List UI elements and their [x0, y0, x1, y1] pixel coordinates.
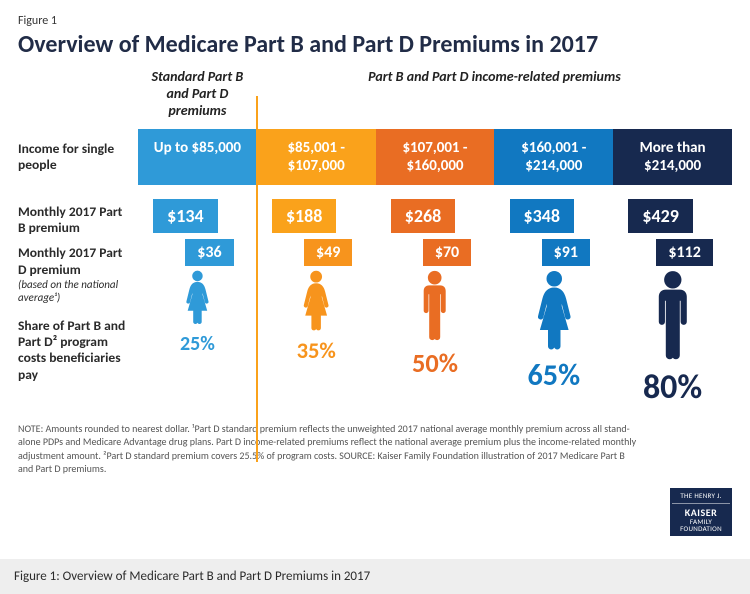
share-value-4: 80% [643, 367, 702, 408]
body-row: Monthly 2017 Part B premium Monthly 2017… [18, 199, 732, 408]
figure-number: Figure 1 [18, 14, 732, 28]
partb-value-3: $348 [510, 199, 575, 233]
subhead-standard: Standard Part B and Part D premiums [138, 69, 257, 123]
person-male-icon [416, 270, 453, 340]
income-bracket-0: Up to $85,000 [138, 129, 257, 185]
person-female-icon [533, 270, 576, 350]
income-bracket-3: $160,001 - $214,000 [494, 129, 613, 185]
partd-value-0: $36 [185, 239, 233, 266]
share-value-2: 50% [412, 348, 458, 380]
subhead-income-related: Part B and Part D income-related premium… [257, 69, 732, 123]
share-value-1: 35% [297, 338, 336, 365]
income-bracket-4: More than $214,000 [613, 129, 732, 185]
row-label-share: Share of Part B and Part D² program cost… [18, 295, 138, 405]
row-label-partb: Monthly 2017 Part B premium [18, 199, 138, 241]
row-label-partd: Monthly 2017 Part D premium [18, 244, 122, 277]
column-3: $348 $91 65% [494, 199, 613, 394]
column-0: $134 $36 25% [138, 199, 257, 355]
partd-value-1: $49 [304, 239, 352, 266]
logo-top: THE HENRY J. [672, 492, 730, 504]
income-header-row: Income for single people Up to $85,000$8… [18, 129, 732, 185]
person-icon-0 [183, 270, 212, 329]
column-1: $188 $49 35% [257, 199, 376, 365]
person-icon-3 [533, 270, 576, 355]
figure-title: Overview of Medicare Part B and Part D P… [18, 30, 732, 59]
partd-value-2: $70 [423, 239, 471, 266]
person-female-icon [300, 270, 332, 331]
share-value-0: 25% [180, 332, 215, 356]
partd-value-4: $112 [656, 239, 712, 266]
person-female-icon [183, 270, 212, 324]
share-value-3: 65% [527, 357, 580, 394]
row-labels-column: Monthly 2017 Part B premium Monthly 2017… [18, 199, 138, 405]
income-bracket-2: $107,001 - $160,000 [376, 129, 495, 185]
column-4: $429 $112 80% [613, 199, 732, 408]
partd-value-3: $91 [542, 239, 590, 266]
income-bracket-1: $85,001 - $107,000 [257, 129, 376, 185]
partb-value-0: $134 [153, 199, 218, 233]
vertical-divider [256, 96, 258, 462]
partb-value-4: $429 [628, 199, 693, 233]
kff-logo: THE HENRY J. KAISER FAMILY FOUNDATION [670, 488, 732, 536]
person-icon-1 [300, 270, 332, 336]
note-text: NOTE: Amounts rounded to nearest dollar.… [18, 422, 732, 476]
partb-value-2: $268 [391, 199, 456, 233]
subhead-row: Standard Part B and Part D premiums Part… [18, 69, 732, 123]
person-icon-2 [416, 270, 453, 345]
row-label-income: Income for single people [18, 129, 138, 185]
column-2: $268 $70 50% [376, 199, 495, 379]
figure-container: Figure 1 Overview of Medicare Part B and… [0, 0, 750, 476]
partb-value-1: $188 [272, 199, 337, 233]
figure-caption: Figure 1: Overview of Medicare Part B an… [0, 559, 750, 594]
logo-bot: FAMILY FOUNDATION [672, 518, 730, 533]
person-icon-4 [649, 270, 697, 365]
person-male-icon [649, 270, 697, 360]
